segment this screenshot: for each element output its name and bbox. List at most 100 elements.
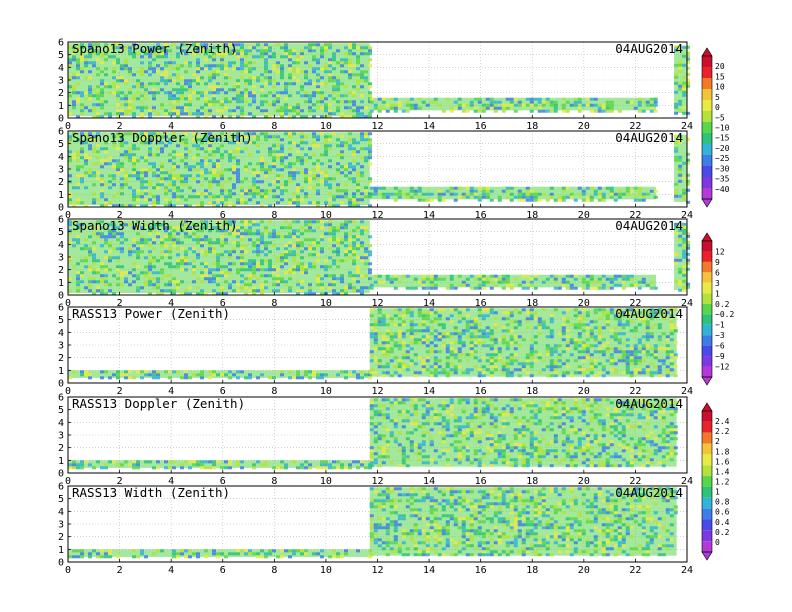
heatmap-cell <box>473 195 478 199</box>
heatmap-cell <box>617 311 622 315</box>
heatmap-cell <box>637 422 642 426</box>
heatmap-cell <box>425 401 430 405</box>
heatmap-cell <box>132 280 136 284</box>
heatmap-cell <box>433 413 438 417</box>
heatmap-cell <box>501 413 506 417</box>
heatmap-cell <box>72 46 76 50</box>
x-tick-label: 20 <box>578 121 590 132</box>
heatmap-cell <box>120 141 124 145</box>
heatmap-cell <box>148 82 152 86</box>
heatmap-cell <box>240 91 244 95</box>
heatmap-cell <box>674 111 679 115</box>
heatmap-cell <box>328 232 332 236</box>
heatmap-cell <box>96 268 100 272</box>
heatmap-cell <box>132 460 136 464</box>
heatmap-cell <box>288 376 292 380</box>
heatmap-cell <box>437 323 442 327</box>
heatmap-cell <box>144 180 148 184</box>
heatmap-cell <box>124 271 128 275</box>
heatmap-cell <box>441 428 446 432</box>
heatmap-cell <box>284 88 288 92</box>
heatmap-cell <box>264 241 268 245</box>
heatmap-cell <box>212 153 216 157</box>
heatmap-cell <box>352 180 356 184</box>
heatmap-cell <box>344 141 348 145</box>
heatmap-cell <box>669 410 674 414</box>
heatmap-cell <box>613 350 618 354</box>
heatmap-cell <box>678 48 683 52</box>
heatmap-cell <box>244 55 248 59</box>
heatmap-cell <box>312 292 316 296</box>
heatmap-cell <box>248 162 252 166</box>
heatmap-cell <box>377 97 382 101</box>
heatmap-cell <box>148 283 152 287</box>
heatmap-cell <box>132 55 136 59</box>
heatmap-cell <box>461 103 466 107</box>
heatmap-cell <box>184 289 188 293</box>
heatmap-cell <box>405 410 410 414</box>
heatmap-cell <box>276 232 280 236</box>
heatmap-cell <box>224 43 228 47</box>
heatmap-cell <box>473 350 478 354</box>
heatmap-cell <box>368 180 372 184</box>
heatmap-cell <box>569 195 574 199</box>
heatmap-cell <box>164 289 168 293</box>
heatmap-cell <box>465 428 470 432</box>
heatmap-cell <box>108 115 112 119</box>
heatmap-cell <box>449 335 454 339</box>
heatmap-cell <box>320 292 324 296</box>
heatmap-cell <box>352 85 356 89</box>
heatmap-cell <box>437 365 442 369</box>
heatmap-cell <box>513 97 518 101</box>
heatmap-cell <box>477 329 482 333</box>
heatmap-cell <box>597 347 602 351</box>
heatmap-cell <box>553 413 558 417</box>
heatmap-cell <box>112 82 116 86</box>
heatmap-cell <box>272 100 276 104</box>
heatmap-cell <box>525 428 530 432</box>
heatmap-cell <box>140 100 144 104</box>
heatmap-cell <box>320 97 324 101</box>
heatmap-cell <box>340 156 344 160</box>
heatmap-cell <box>369 422 374 426</box>
heatmap-cell <box>352 159 356 163</box>
heatmap-cell <box>200 67 204 71</box>
heatmap-cell <box>505 97 510 101</box>
heatmap-cell <box>176 153 180 157</box>
heatmap-cell <box>417 97 422 101</box>
heatmap-cell <box>601 103 606 107</box>
heatmap-cell <box>184 460 188 464</box>
heatmap-cell <box>344 232 348 236</box>
heatmap-cell <box>260 103 264 107</box>
heatmap-cell <box>678 282 683 286</box>
heatmap-cell <box>120 109 124 113</box>
heatmap-cell <box>144 49 148 53</box>
heatmap-cell <box>501 410 506 414</box>
heatmap-cell <box>200 49 204 53</box>
heatmap-cell <box>397 103 402 107</box>
heatmap-cell <box>421 314 426 318</box>
heatmap-cell <box>461 410 466 414</box>
heatmap-cell <box>176 198 180 202</box>
heatmap-cell <box>356 46 360 50</box>
heatmap-cell <box>581 410 586 414</box>
heatmap-cell <box>88 97 92 101</box>
heatmap-cell <box>304 141 308 145</box>
heatmap-cell <box>148 244 152 248</box>
heatmap-cell <box>381 335 386 339</box>
heatmap-cell <box>268 153 272 157</box>
heatmap-cell <box>661 431 666 435</box>
heatmap-cell <box>248 103 252 107</box>
heatmap-cell <box>312 55 316 59</box>
heatmap-cell <box>236 271 240 275</box>
heatmap-cell <box>88 286 92 290</box>
heatmap-cell <box>132 268 136 272</box>
heatmap-cell <box>629 189 634 193</box>
heatmap-cell <box>364 52 368 56</box>
heatmap-cell <box>180 223 184 227</box>
heatmap-cell <box>256 289 260 293</box>
heatmap-cell <box>236 268 240 272</box>
heatmap-cell <box>320 220 324 224</box>
heatmap-cell <box>252 220 256 224</box>
